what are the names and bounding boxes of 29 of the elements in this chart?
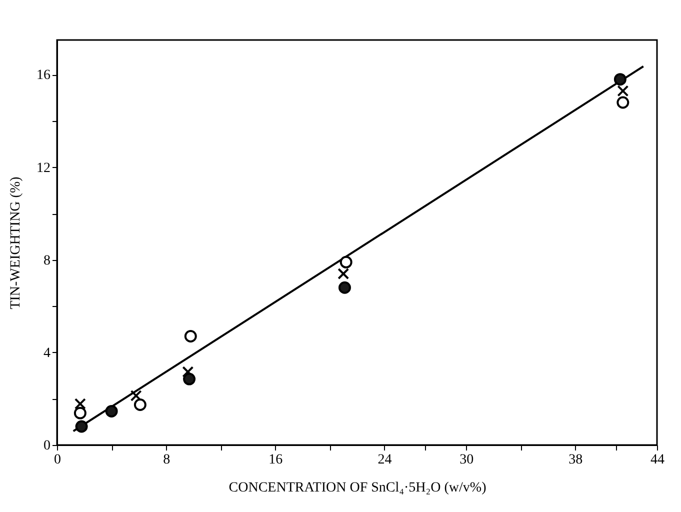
y-tick-label: 12 [36,160,50,176]
x-tick-label: 30 [460,452,474,468]
point [614,73,626,86]
x-tick-label: 16 [268,452,283,468]
y-axis-title: TIN-WEIGHTING (%) [8,176,24,310]
point [340,256,352,268]
x-tick-label: 38 [568,452,583,468]
y-tick-label: 4 [44,346,50,361]
point [617,85,629,97]
x-tick-label: 44 [650,452,664,468]
point [74,406,86,420]
point [184,330,197,342]
point [105,404,118,418]
y-tick-label: 8 [44,253,50,268]
point [74,398,86,410]
point [182,366,194,378]
point [134,398,146,411]
point [616,96,630,109]
y-tick-label: 16 [36,68,50,84]
y-tick-label: 0 [44,438,50,454]
x-tick-label: 24 [378,452,392,468]
point [183,372,196,386]
point [130,390,142,402]
x-axis-title: CONCENTRATION OF SnCl₄·5H₂O (w/v%) [228,480,487,496]
x-tick-label: 0 [54,452,61,468]
x-tick-label: 8 [163,452,170,468]
point [75,420,88,433]
point [338,268,350,280]
point [338,281,351,294]
